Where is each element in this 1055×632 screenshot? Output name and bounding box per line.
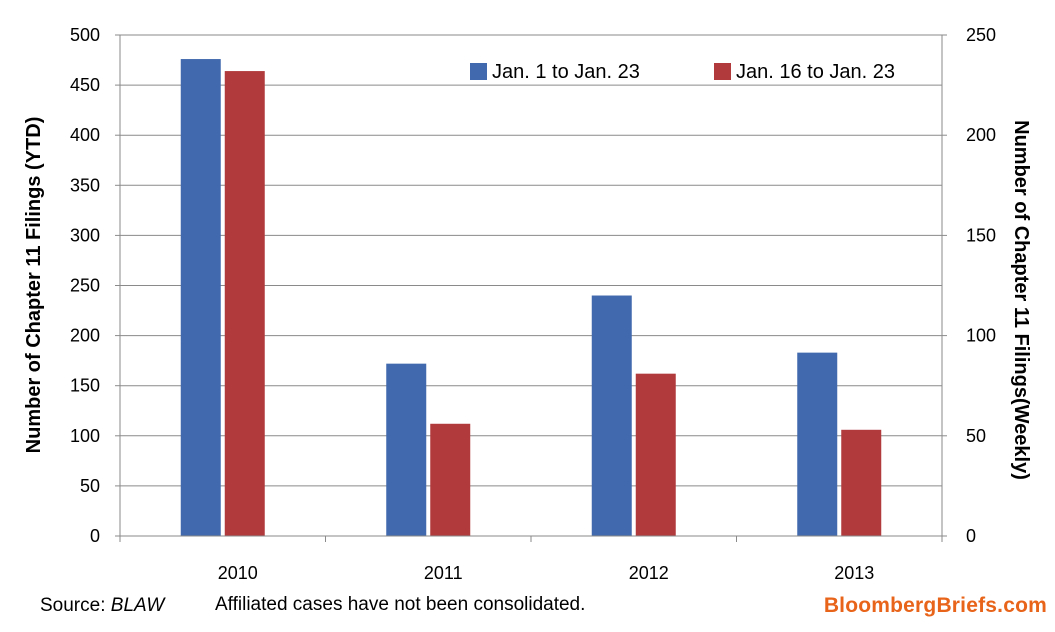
x-axis-ticks: 2010 2011 2012 2013 xyxy=(119,536,943,583)
x-tick-label: 2012 xyxy=(629,563,669,583)
bar-2010-weekly xyxy=(224,71,265,537)
left-tick-label: 150 xyxy=(70,376,100,396)
right-tick-label: 50 xyxy=(966,426,986,446)
left-tick-label: 250 xyxy=(70,276,100,296)
bar-2011-weekly xyxy=(430,423,471,536)
legend: Jan. 1 to Jan. 23 Jan. 16 to Jan. 23 xyxy=(470,61,895,83)
legend-swatch xyxy=(714,63,731,80)
left-tick-label: 450 xyxy=(70,75,100,95)
right-tick-label: 100 xyxy=(966,326,996,346)
right-tick-label: 250 xyxy=(966,25,996,45)
source-prefix: Source: xyxy=(40,595,111,616)
bar-2013-weekly xyxy=(841,429,882,536)
left-tick-label: 500 xyxy=(70,25,100,45)
source-name: BLAW xyxy=(110,595,165,616)
right-tick-label: 0 xyxy=(966,526,976,546)
x-tick-label: 2013 xyxy=(834,563,874,583)
right-tick-label: 200 xyxy=(966,125,996,145)
legend-label: Jan. 16 to Jan. 23 xyxy=(736,61,895,83)
left-tick-label: 200 xyxy=(70,326,100,346)
legend-swatch xyxy=(470,63,487,80)
x-tick-label: 2010 xyxy=(218,563,258,583)
left-tick-label: 50 xyxy=(80,476,100,496)
left-axis-ticks: 0 50 100 150 200 250 300 350 400 450 500 xyxy=(70,25,120,546)
x-tick-label: 2011 xyxy=(424,563,463,583)
bar-2012-ytd xyxy=(591,295,632,536)
bar-2011-ytd xyxy=(386,363,427,536)
left-tick-label: 350 xyxy=(70,175,100,195)
bar-2012-weekly xyxy=(635,373,676,536)
left-tick-label: 400 xyxy=(70,125,100,145)
legend-label: Jan. 1 to Jan. 23 xyxy=(492,61,640,83)
bar-2013-ytd xyxy=(797,352,838,536)
footnote: Affiliated cases have not been consolida… xyxy=(215,594,586,615)
left-axis-title: Number of Chapter 11 Filings (YTD) xyxy=(23,117,45,454)
brand-logo-text: BloombergBriefs.com xyxy=(823,594,1047,617)
left-tick-label: 100 xyxy=(70,426,100,446)
bar-2010-ytd xyxy=(180,59,221,536)
right-axis-ticks: 0 50 100 150 200 250 xyxy=(942,25,996,546)
right-tick-label: 150 xyxy=(966,225,996,245)
source-line: Source: BLAW xyxy=(40,595,164,617)
left-tick-label: 0 xyxy=(90,526,100,546)
bars xyxy=(180,59,882,537)
right-axis-title: Number of Chapter 11 Filings(Weekly) xyxy=(1010,120,1032,480)
left-tick-label: 300 xyxy=(70,225,100,245)
